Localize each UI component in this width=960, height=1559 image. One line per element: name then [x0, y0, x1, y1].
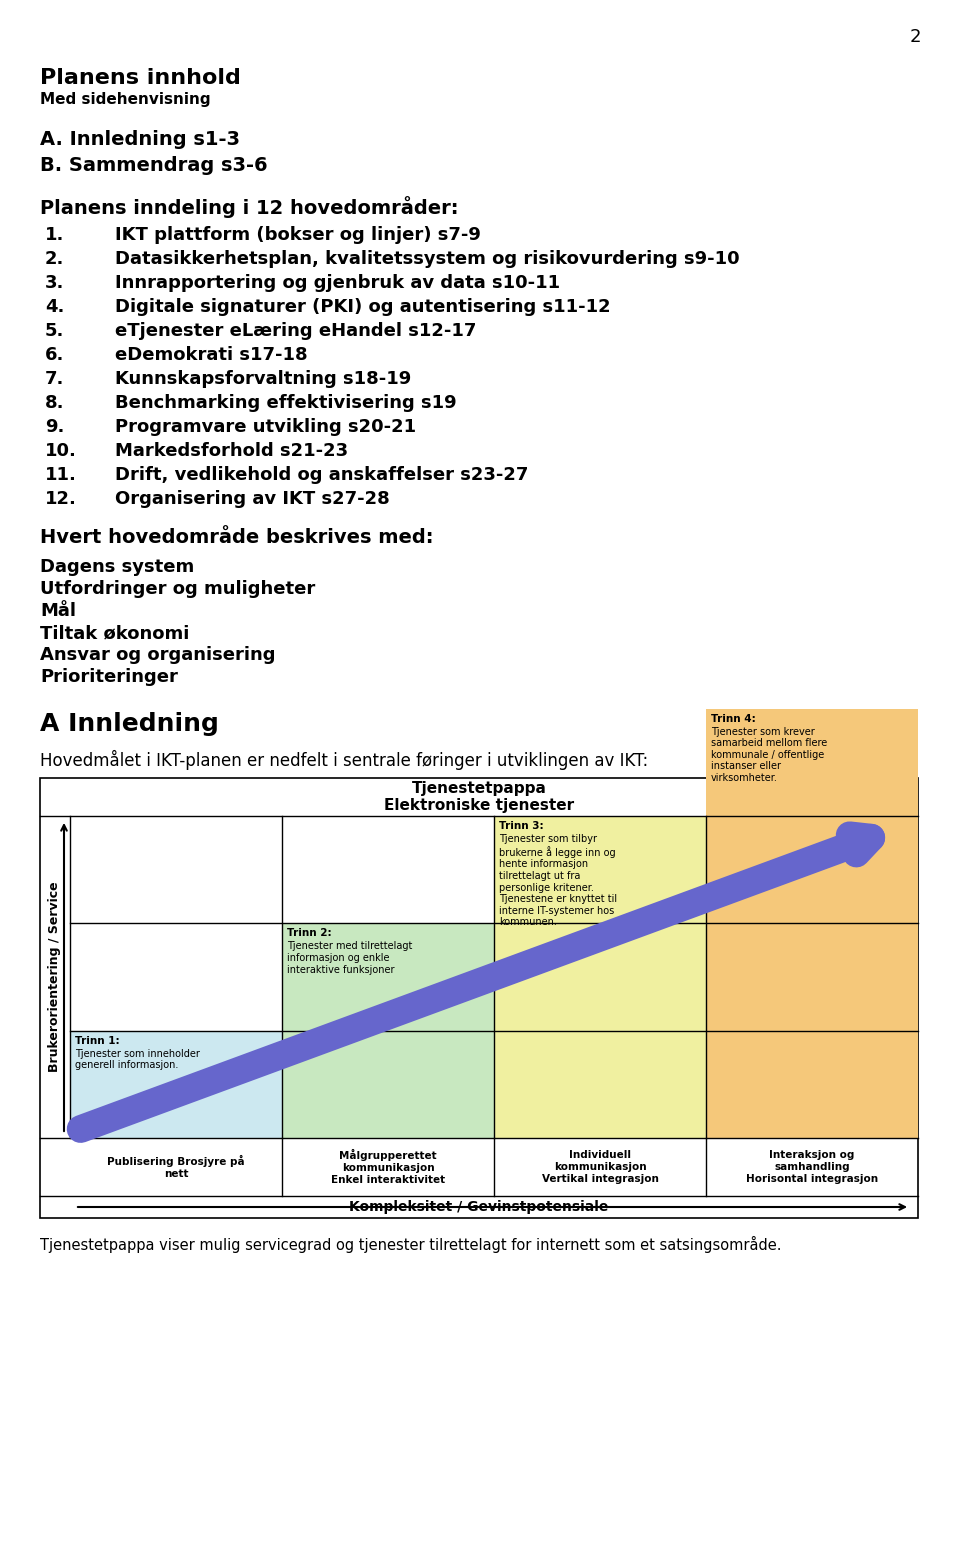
- Text: Programvare utvikling s20-21: Programvare utvikling s20-21: [115, 418, 416, 437]
- Bar: [706, 709, 918, 1138]
- Text: 1.: 1.: [45, 226, 64, 245]
- Text: Tjenester med tilrettelagt
informasjon og enkle
interaktive funksjoner: Tjenester med tilrettelagt informasjon o…: [287, 942, 413, 974]
- Text: Markedsforhold s21-23: Markedsforhold s21-23: [115, 443, 348, 460]
- Text: Tjenester som inneholder
generell informasjon.: Tjenester som inneholder generell inform…: [75, 1049, 200, 1071]
- Text: Trinn 1:: Trinn 1:: [75, 1035, 120, 1046]
- Text: 8.: 8.: [45, 394, 64, 412]
- Text: 2.: 2.: [45, 249, 64, 268]
- Text: eTjenester eLæring eHandel s12-17: eTjenester eLæring eHandel s12-17: [115, 323, 476, 340]
- Text: Utfordringer og muligheter: Utfordringer og muligheter: [40, 580, 315, 599]
- Text: Datasikkerhetsplan, kvalitetssystem og risikovurdering s9-10: Datasikkerhetsplan, kvalitetssystem og r…: [115, 249, 739, 268]
- Bar: [494, 815, 706, 1138]
- Text: eDemokrati s17-18: eDemokrati s17-18: [115, 346, 307, 363]
- Text: Brukerorientering / Service: Brukerorientering / Service: [49, 882, 61, 1073]
- Text: 9.: 9.: [45, 418, 64, 437]
- Text: Kunnskapsforvaltning s18-19: Kunnskapsforvaltning s18-19: [115, 369, 411, 388]
- Text: B. Sammendrag s3-6: B. Sammendrag s3-6: [40, 156, 268, 175]
- Text: Tjenester som tilbyr
brukerne å legge inn og
hente informasjon
tilrettelagt ut f: Tjenester som tilbyr brukerne å legge in…: [499, 834, 617, 928]
- Text: Prioriteringer: Prioriteringer: [40, 667, 178, 686]
- Text: 5.: 5.: [45, 323, 64, 340]
- Text: Benchmarking effektivisering s19: Benchmarking effektivisering s19: [115, 394, 457, 412]
- Text: A Innledning: A Innledning: [40, 712, 219, 736]
- Text: Trinn 4:: Trinn 4:: [711, 714, 756, 723]
- Text: 4.: 4.: [45, 298, 64, 316]
- Text: Publisering Brosjyre på
nett: Publisering Brosjyre på nett: [108, 1155, 245, 1179]
- Text: Mål: Mål: [40, 602, 76, 620]
- Bar: [70, 1030, 282, 1138]
- Bar: [40, 778, 918, 1218]
- Text: Målgrupperettet
kommunikasjon
Enkel interaktivitet: Målgrupperettet kommunikasjon Enkel inte…: [331, 1149, 445, 1185]
- Text: Tiltak økonomi: Tiltak økonomi: [40, 624, 189, 642]
- Text: IKT plattform (bokser og linjer) s7-9: IKT plattform (bokser og linjer) s7-9: [115, 226, 481, 245]
- Text: Trinn 2:: Trinn 2:: [287, 928, 331, 939]
- Text: Kompleksitet / Gevinstpotensiale: Kompleksitet / Gevinstpotensiale: [349, 1200, 609, 1214]
- Text: 11.: 11.: [45, 466, 77, 483]
- Text: Individuell
kommunikasjon
Vertikal integrasjon: Individuell kommunikasjon Vertikal integ…: [541, 1151, 659, 1183]
- Text: Digitale signaturer (PKI) og autentisering s11-12: Digitale signaturer (PKI) og autentiseri…: [115, 298, 611, 316]
- Text: 6.: 6.: [45, 346, 64, 363]
- Text: Ansvar og organisering: Ansvar og organisering: [40, 645, 276, 664]
- Text: Tjenestetрappa viser mulig servicegrad og tjenester tilrettelagt for internett s: Tjenestetрappa viser mulig servicegrad o…: [40, 1236, 781, 1253]
- Text: Tjenester som krever
samarbeid mellom flere
kommunale / offentlige
instanser ell: Tjenester som krever samarbeid mellom fl…: [711, 726, 828, 783]
- Bar: [282, 923, 494, 1138]
- Text: Planens innhold: Planens innhold: [40, 69, 241, 87]
- Text: Innrapportering og gjenbruk av data s10-11: Innrapportering og gjenbruk av data s10-…: [115, 274, 560, 292]
- Text: 10.: 10.: [45, 443, 77, 460]
- Text: Drift, vedlikehold og anskaffelser s23-27: Drift, vedlikehold og anskaffelser s23-2…: [115, 466, 528, 483]
- Text: Hovedmålet i IKT-planen er nedfelt i sentrale føringer i utviklingen av IKT:: Hovedmålet i IKT-planen er nedfelt i sen…: [40, 750, 648, 770]
- Text: Planens inndeling i 12 hovedområder:: Planens inndeling i 12 hovedområder:: [40, 196, 459, 218]
- Text: A. Innledning s1-3: A. Innledning s1-3: [40, 129, 240, 150]
- Text: 2: 2: [910, 28, 922, 47]
- Text: Tjenestetрappa
Elektroniske tjenester: Tjenestetрappa Elektroniske tjenester: [384, 781, 574, 814]
- Text: Organisering av IKT s27-28: Organisering av IKT s27-28: [115, 490, 390, 508]
- Text: Dagens system: Dagens system: [40, 558, 194, 575]
- Text: 12.: 12.: [45, 490, 77, 508]
- Text: Hvert hovedområde beskrives med:: Hvert hovedområde beskrives med:: [40, 529, 434, 547]
- Text: Med sidehenvisning: Med sidehenvisning: [40, 92, 210, 108]
- Text: 7.: 7.: [45, 369, 64, 388]
- Text: Interaksjon og
samhandling
Horisontal integrasjon: Interaksjon og samhandling Horisontal in…: [746, 1151, 878, 1183]
- Text: Trinn 3:: Trinn 3:: [499, 822, 543, 831]
- Text: 3.: 3.: [45, 274, 64, 292]
